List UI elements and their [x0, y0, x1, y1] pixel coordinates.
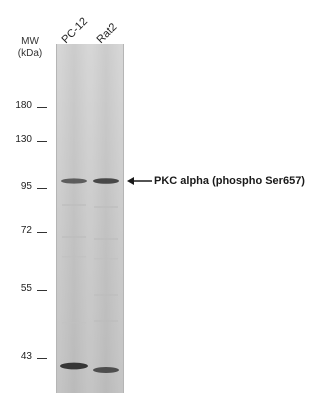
marker-tick-130 — [37, 141, 47, 142]
marker-label-72: 72 — [20, 225, 32, 236]
marker-tick-95 — [37, 188, 47, 189]
smear-8 — [94, 320, 118, 322]
smear-2 — [94, 206, 118, 208]
lane-label-2: Rat2 — [94, 21, 120, 46]
marker-tick-72 — [37, 232, 47, 233]
membrane-left-edge — [56, 44, 57, 393]
mw-label: MW — [21, 36, 39, 47]
blot-image — [56, 44, 124, 393]
smear-9 — [62, 322, 86, 324]
marker-tick-43 — [37, 358, 47, 359]
blot-membrane — [56, 44, 124, 393]
low-band-lane-2 — [93, 367, 119, 373]
lane-label-1: PC-12 — [59, 15, 91, 46]
band-label: PKC alpha (phospho Ser657) — [154, 175, 305, 187]
kda-label: (kDa) — [17, 48, 43, 59]
arrow-left-icon — [127, 177, 152, 185]
smear-1 — [62, 204, 86, 206]
smear-3 — [62, 236, 86, 238]
marker-label-130: 130 — [15, 134, 32, 145]
membrane-right-edge — [123, 44, 124, 393]
mw-header: MW (kDa) — [12, 36, 48, 60]
target-band-lane-2 — [93, 178, 119, 184]
target-band-lane-1 — [61, 178, 87, 184]
marker-tick-55 — [37, 290, 47, 291]
marker-label-55: 55 — [20, 283, 32, 294]
marker-label-43: 43 — [20, 351, 32, 362]
smear-4 — [94, 238, 118, 240]
smear-7 — [94, 294, 118, 296]
marker-label-95: 95 — [20, 181, 32, 192]
lane-2-shade — [92, 44, 120, 393]
smear-6 — [94, 258, 118, 260]
marker-label-180: 180 — [15, 100, 32, 111]
marker-tick-180 — [37, 107, 47, 108]
lane-1-shade — [60, 44, 88, 393]
low-band-lane-1 — [60, 362, 88, 370]
smear-5 — [62, 256, 86, 258]
